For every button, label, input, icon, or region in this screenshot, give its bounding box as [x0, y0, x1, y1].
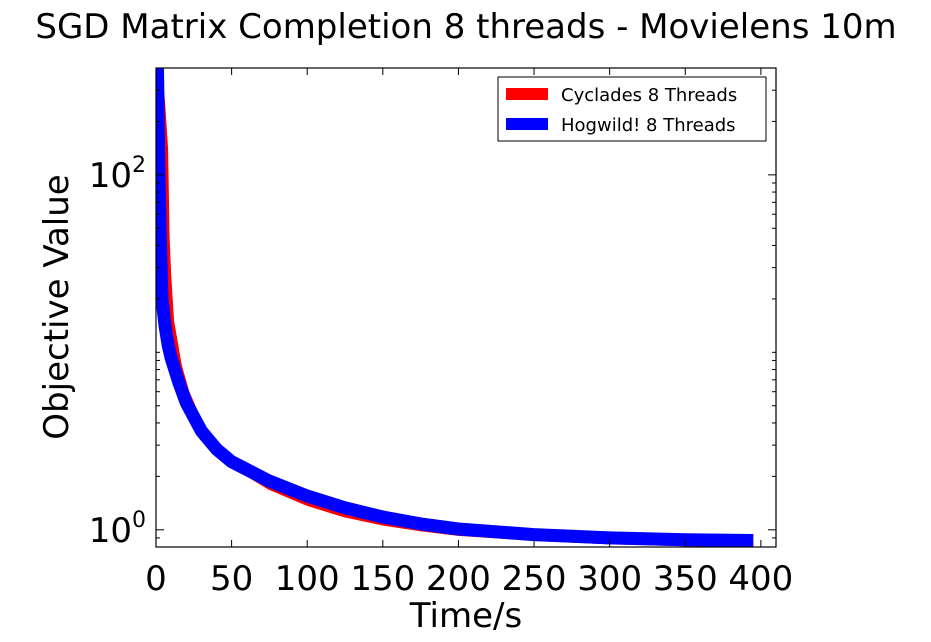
legend-label-hogwild: Hogwild! 8 Threads — [561, 115, 736, 136]
x-tick-label: 100 — [275, 559, 340, 599]
x-tick-label: 400 — [728, 559, 793, 599]
x-tick-label: 50 — [210, 559, 253, 599]
x-tick-label: 350 — [653, 559, 718, 599]
x-tick-label: 150 — [350, 559, 415, 599]
legend-swatch-cyclades — [506, 88, 548, 100]
series-line-hogwild — [156, 68, 754, 547]
plot-frame — [155, 67, 777, 548]
y-tick-label: 100 — [89, 508, 146, 551]
series-layer — [156, 68, 754, 547]
y-axis: 100 102 — [89, 67, 776, 551]
legend: Cyclades 8 Threads Hogwild! 8 Threads — [497, 76, 767, 142]
x-tick-label: 250 — [502, 559, 567, 599]
x-tick-label: 0 — [145, 559, 167, 599]
x-tick-label: 300 — [577, 559, 642, 599]
x-axis: 0 50 100 150 200 250 300 350 400 — [145, 68, 793, 599]
y-axis-label: Objective Value — [37, 174, 77, 439]
chart-title: SGD Matrix Completion 8 threads - Moviel… — [35, 7, 896, 47]
legend-box — [497, 76, 767, 142]
x-tick-label: 200 — [426, 559, 491, 599]
x-axis-label: Time/s — [409, 596, 522, 636]
y-tick-label: 102 — [89, 153, 146, 196]
legend-swatch-hogwild — [506, 118, 548, 130]
legend-label-cyclades: Cyclades 8 Threads — [561, 85, 737, 106]
